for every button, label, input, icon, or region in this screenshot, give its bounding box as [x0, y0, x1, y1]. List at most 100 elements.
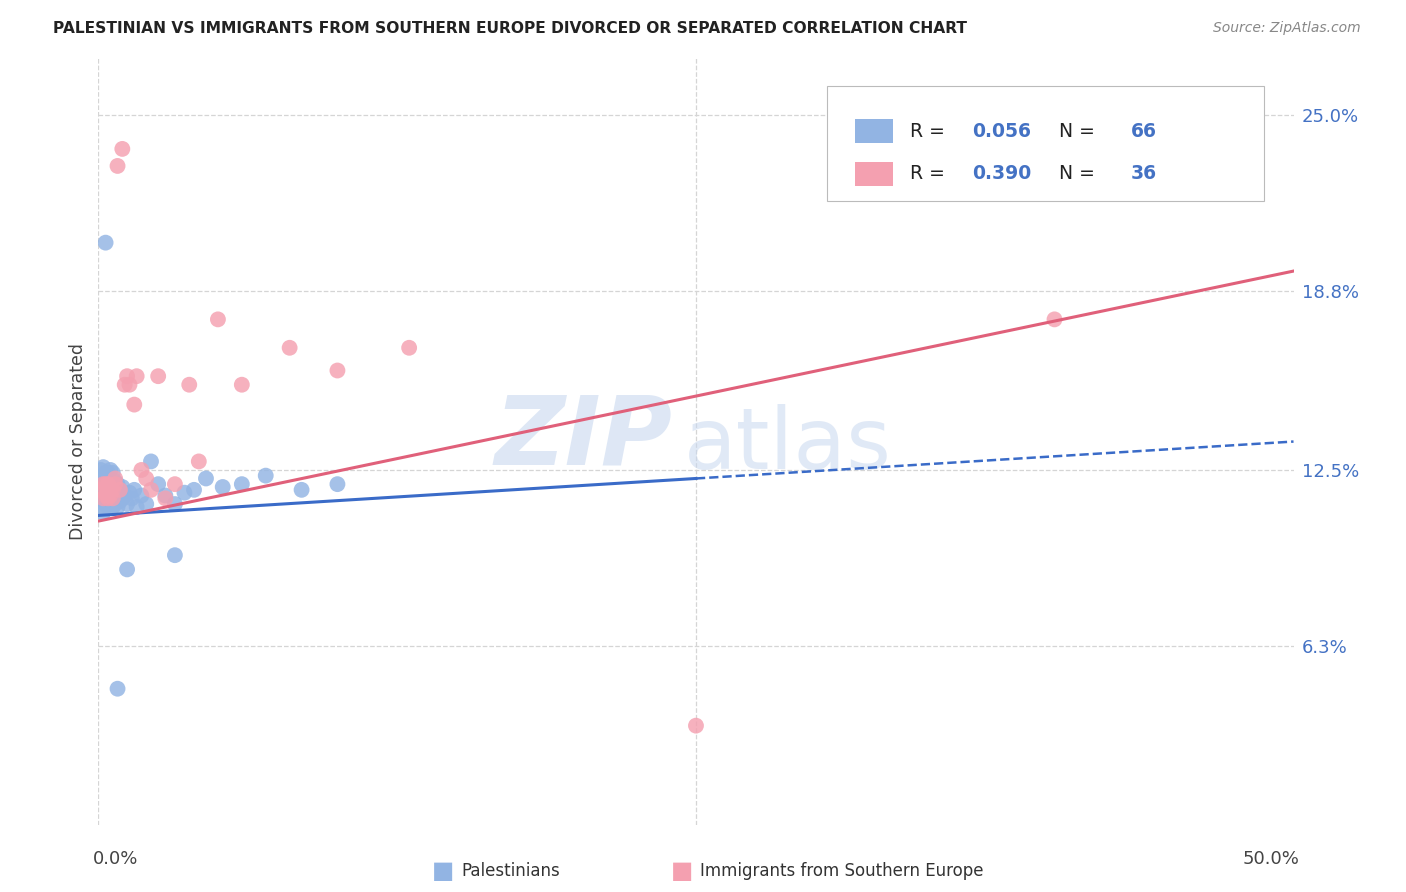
Point: [115, 497, 138, 511]
Y-axis label: Divorced or Separated: Divorced or Separated: [69, 343, 87, 540]
Text: Source: ZipAtlas.com: Source: ZipAtlas.com: [1213, 21, 1361, 36]
Point: [98, 480, 122, 494]
Point: [94, 466, 117, 480]
Point: [98, 483, 122, 497]
Point: [326, 363, 349, 377]
Point: [131, 489, 153, 503]
Point: [107, 489, 129, 503]
Point: [124, 483, 146, 497]
Point: [108, 494, 131, 508]
Point: [104, 491, 127, 506]
Point: [97, 477, 120, 491]
Point: [91, 477, 114, 491]
Point: [91, 483, 114, 497]
Point: [114, 489, 136, 503]
Text: 0.0%: 0.0%: [93, 850, 138, 868]
Point: [104, 477, 127, 491]
Point: [91, 489, 114, 503]
Point: [90, 471, 112, 485]
Text: ■: ■: [671, 859, 693, 882]
Point: [90, 483, 112, 497]
Bar: [855, 119, 893, 144]
Point: [148, 369, 170, 384]
Point: [211, 480, 233, 494]
Point: [97, 477, 120, 491]
Point: [135, 497, 157, 511]
Point: [91, 477, 114, 491]
Point: [254, 468, 277, 483]
Point: [94, 475, 117, 489]
Point: [90, 491, 112, 506]
Point: [98, 475, 122, 489]
Point: [131, 463, 153, 477]
Point: [107, 500, 129, 514]
Point: [94, 235, 117, 250]
Text: 0.056: 0.056: [972, 121, 1031, 141]
Point: [101, 489, 124, 503]
Point: [104, 471, 127, 485]
Point: [107, 681, 129, 696]
Point: [94, 497, 117, 511]
Point: [1043, 312, 1066, 326]
Point: [114, 377, 136, 392]
Text: PALESTINIAN VS IMMIGRANTS FROM SOUTHERN EUROPE DIVORCED OR SEPARATED CORRELATION: PALESTINIAN VS IMMIGRANTS FROM SOUTHERN …: [53, 21, 967, 37]
Point: [108, 483, 131, 497]
Point: [97, 466, 120, 480]
Bar: [855, 161, 893, 186]
Point: [91, 500, 114, 514]
Text: R =: R =: [910, 164, 950, 184]
Text: ZIP: ZIP: [494, 392, 672, 484]
Point: [148, 477, 170, 491]
Point: [94, 477, 117, 491]
Point: [231, 377, 253, 392]
Point: [101, 477, 124, 491]
Point: [97, 491, 120, 506]
Point: [179, 377, 201, 392]
Point: [155, 489, 177, 503]
Point: [101, 500, 124, 514]
Point: [195, 471, 218, 485]
Point: [183, 483, 205, 497]
Point: [94, 485, 117, 500]
Point: [118, 377, 141, 392]
Point: [104, 485, 127, 500]
Point: [94, 489, 117, 503]
Text: 0.390: 0.390: [972, 164, 1031, 184]
Text: atlas: atlas: [685, 404, 891, 487]
Point: [98, 494, 122, 508]
Point: [90, 483, 112, 497]
Point: [97, 483, 120, 497]
FancyBboxPatch shape: [827, 87, 1264, 202]
Point: [101, 483, 124, 497]
Point: [91, 491, 114, 506]
Point: [98, 463, 122, 477]
Text: 36: 36: [1130, 164, 1157, 184]
Point: [326, 477, 349, 491]
Text: Immigrants from Southern Europe: Immigrants from Southern Europe: [700, 862, 984, 880]
Point: [94, 471, 117, 485]
Point: [115, 369, 138, 384]
Point: [97, 489, 120, 503]
Point: [101, 491, 124, 506]
Point: [124, 398, 146, 412]
Text: Palestinians: Palestinians: [461, 862, 560, 880]
Point: [207, 312, 229, 326]
Point: [125, 500, 148, 514]
Point: [90, 463, 112, 477]
Point: [107, 477, 129, 491]
Point: [278, 341, 301, 355]
Point: [163, 548, 186, 562]
Point: [155, 491, 177, 506]
Point: [94, 483, 117, 497]
Point: [125, 369, 148, 384]
Point: [97, 500, 120, 514]
Point: [91, 460, 114, 475]
Text: 66: 66: [1130, 121, 1157, 141]
Point: [98, 485, 122, 500]
Point: [139, 454, 162, 468]
Point: [111, 142, 134, 156]
Point: [398, 341, 420, 355]
Point: [111, 491, 134, 506]
Point: [101, 466, 124, 480]
Point: [163, 477, 186, 491]
